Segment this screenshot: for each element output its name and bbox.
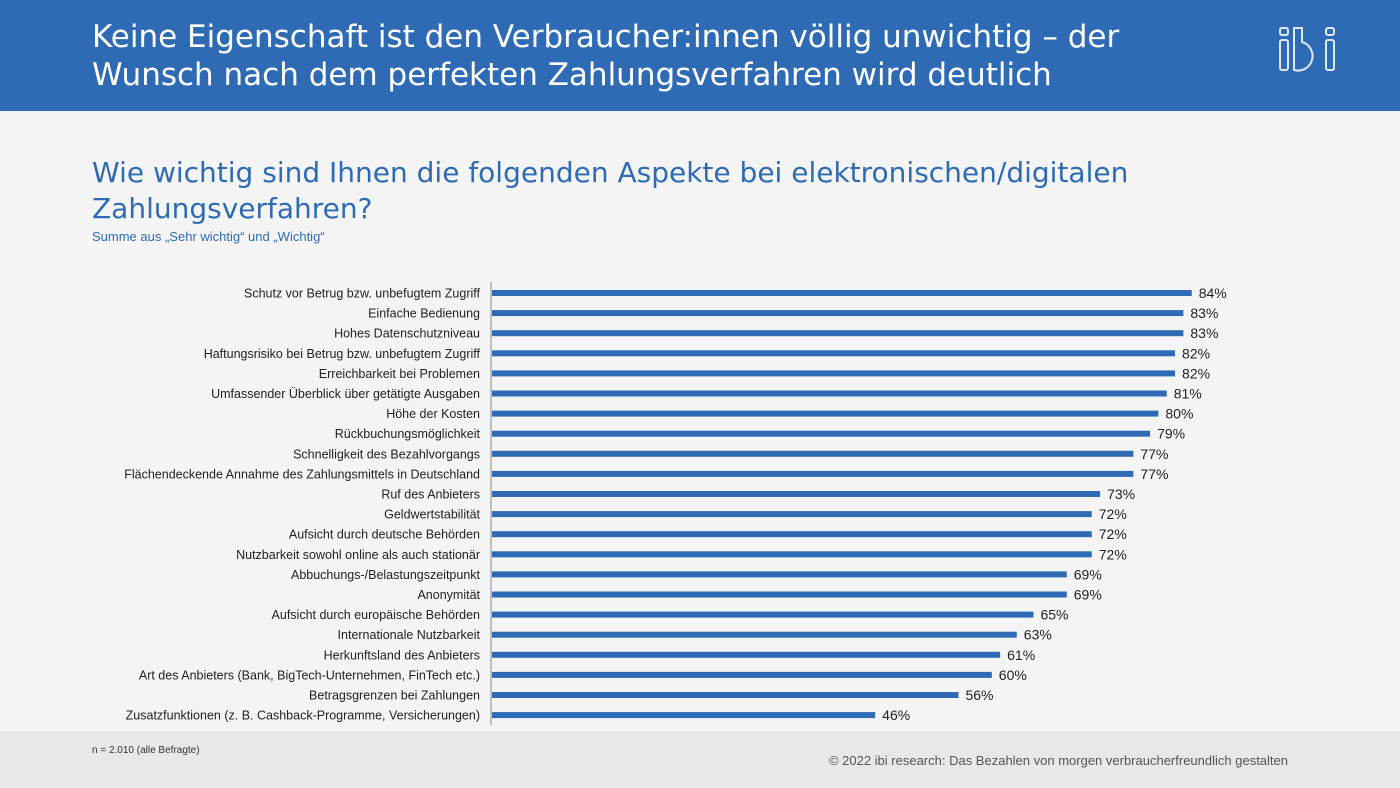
- bar: [492, 551, 1092, 558]
- data-label: 46%: [882, 707, 910, 723]
- data-label: 80%: [1165, 406, 1193, 422]
- data-label: 73%: [1107, 486, 1135, 502]
- page-title: Keine Eigenschaft ist den Verbraucher:in…: [92, 19, 1120, 93]
- data-label: 82%: [1182, 365, 1210, 381]
- bar: [492, 671, 992, 678]
- chart-subtitle: Summe aus „Sehr wichtig“ und „Wichtig“: [92, 229, 325, 244]
- data-label: 81%: [1174, 386, 1202, 402]
- bar: [492, 310, 1184, 317]
- category-label: Abbuchungs-/Belastungszeitpunkt: [291, 568, 481, 582]
- bar: [492, 571, 1067, 578]
- data-label: 72%: [1099, 526, 1127, 542]
- data-label: 84%: [1199, 285, 1227, 301]
- bar: [492, 531, 1092, 538]
- bar: [492, 611, 1034, 618]
- bar: [492, 692, 959, 698]
- sample-size-note: n = 2.010 (alle Befragte): [92, 745, 200, 756]
- bar: [492, 511, 1092, 518]
- bar: [492, 430, 1151, 437]
- footer: [0, 731, 1400, 788]
- category-label: Nutzbarkeit sowohl online als auch stati…: [236, 548, 480, 562]
- data-label: 56%: [965, 687, 993, 703]
- category-label: Internationale Nutzbarkeit: [338, 628, 481, 642]
- bar: [492, 651, 1001, 658]
- category-label: Anonymität: [417, 588, 480, 602]
- data-label: 82%: [1182, 345, 1210, 361]
- category-label: Haftungsrisiko bei Betrug bzw. unbefugte…: [204, 347, 481, 361]
- data-label: 72%: [1099, 506, 1127, 522]
- bar: [492, 470, 1134, 477]
- category-label: Betragsgrenzen bei Zahlungen: [309, 689, 480, 703]
- copyright-text: © 2022 ibi research: Das Bezahlen von mo…: [828, 753, 1288, 768]
- category-label: Herkunftsland des Anbieters: [324, 648, 480, 662]
- bar: [492, 450, 1134, 457]
- bar: [492, 410, 1159, 417]
- category-label: Einfache Bedienung: [368, 307, 480, 321]
- data-label: 61%: [1007, 647, 1035, 663]
- category-label: Flächendeckende Annahme des Zahlungsmitt…: [124, 467, 480, 481]
- data-label: 83%: [1190, 325, 1218, 341]
- bar: [492, 712, 876, 719]
- chart-title: Wie wichtig sind Ihnen die folgenden Asp…: [92, 156, 1129, 225]
- category-label: Aufsicht durch deutsche Behörden: [289, 528, 480, 542]
- data-label: 77%: [1140, 446, 1168, 462]
- bar: [492, 491, 1101, 497]
- bar: [492, 350, 1176, 357]
- bar: [492, 370, 1176, 377]
- category-label: Zusatzfunktionen (z. B. Cashback-Program…: [126, 709, 480, 723]
- category-label: Hohes Datenschutzniveau: [334, 327, 480, 341]
- category-label: Schutz vor Betrug bzw. unbefugtem Zugrif…: [244, 287, 481, 301]
- bar-chart: Schutz vor Betrug bzw. unbefugtem Zugrif…: [124, 282, 1227, 726]
- category-label: Rückbuchungsmöglichkeit: [335, 427, 481, 441]
- data-label: 79%: [1157, 426, 1185, 442]
- category-label: Schnelligkeit des Bezahlvorgangs: [293, 447, 480, 461]
- data-label: 60%: [999, 667, 1027, 683]
- bar: [492, 631, 1017, 638]
- data-label: 69%: [1074, 566, 1102, 582]
- data-label: 69%: [1074, 587, 1102, 603]
- ibi-logo: ibi: [1279, 27, 1335, 72]
- bar: [492, 290, 1192, 296]
- bar: [492, 591, 1067, 598]
- category-label: Umfassender Überblick über getätigte Aus…: [211, 387, 480, 401]
- category-label: Art des Anbieters (Bank, BigTech-Unterne…: [139, 668, 480, 682]
- data-label: 65%: [1040, 607, 1068, 623]
- category-label: Geldwertstabilität: [384, 508, 480, 522]
- data-label: 77%: [1140, 466, 1168, 482]
- data-label: 83%: [1190, 305, 1218, 321]
- bar: [492, 330, 1184, 337]
- data-label: 72%: [1099, 546, 1127, 562]
- category-label: Höhe der Kosten: [386, 407, 480, 421]
- bar: [492, 390, 1167, 397]
- category-label: Erreichbarkeit bei Problemen: [319, 367, 480, 381]
- category-label: Ruf des Anbieters: [381, 488, 480, 502]
- header-banner: Keine Eigenschaft ist den Verbraucher:in…: [0, 0, 1400, 111]
- content-area: [0, 111, 1400, 731]
- data-label: 63%: [1024, 627, 1052, 643]
- category-label: Aufsicht durch europäische Behörden: [272, 608, 481, 622]
